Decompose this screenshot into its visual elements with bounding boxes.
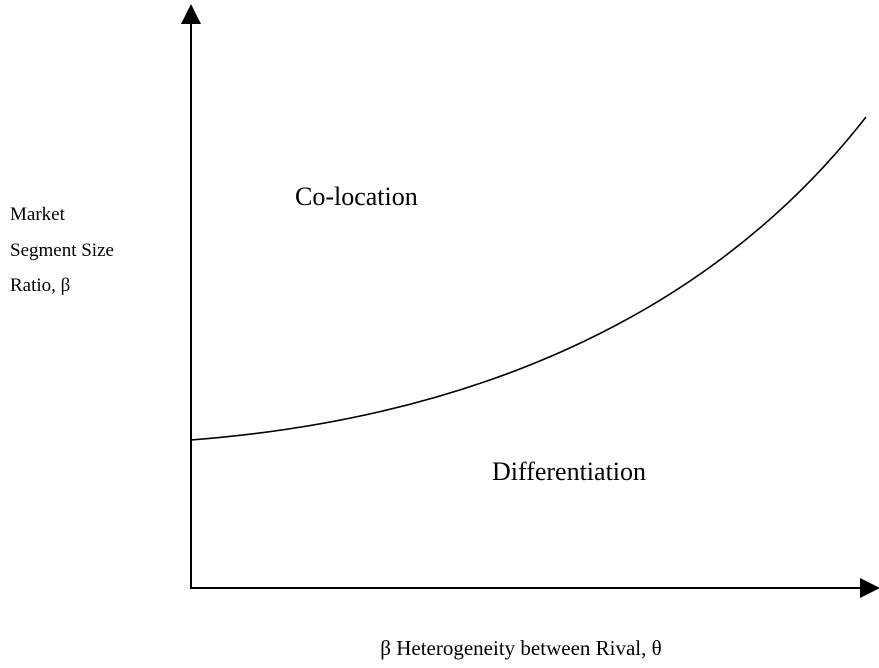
region-label: Differentiation bbox=[492, 457, 646, 486]
boundary-curve bbox=[190, 116, 867, 441]
x-axis-label: β Heterogeneity between Rival, θ bbox=[380, 636, 661, 660]
y-axis-label: Segment Size bbox=[10, 240, 114, 261]
y-axis-label: Ratio, β bbox=[10, 275, 70, 296]
y-axis-label: Market bbox=[10, 204, 66, 225]
region-label: Co-location bbox=[295, 182, 418, 211]
